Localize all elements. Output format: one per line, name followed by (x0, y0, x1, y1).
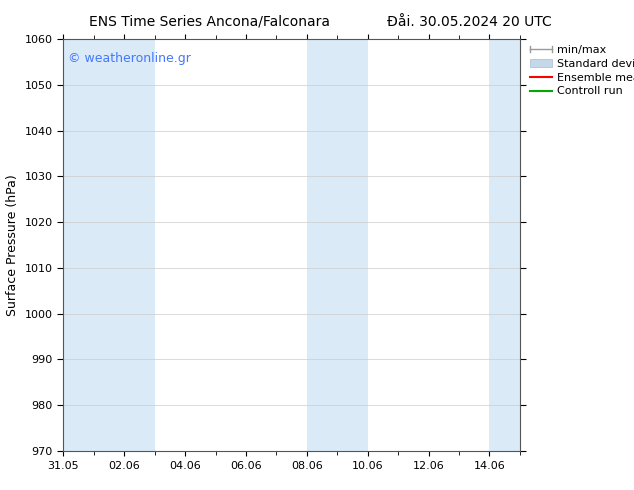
Bar (337, 39, 368, 451)
Y-axis label: Surface Pressure (hPa): Surface Pressure (hPa) (6, 174, 19, 316)
Bar (63, 39, 94, 451)
Text: ENS Time Series Ancona/Falconara: ENS Time Series Ancona/Falconara (89, 15, 330, 29)
Bar (489, 39, 520, 451)
Text: Đåi. 30.05.2024 20 UTC: Đåi. 30.05.2024 20 UTC (387, 15, 552, 29)
Legend: min/max, Standard deviation, Ensemble mean run, Controll run: min/max, Standard deviation, Ensemble me… (530, 45, 634, 97)
Bar (307, 39, 337, 451)
Text: © weatheronline.gr: © weatheronline.gr (68, 51, 191, 65)
Bar (94, 39, 155, 451)
